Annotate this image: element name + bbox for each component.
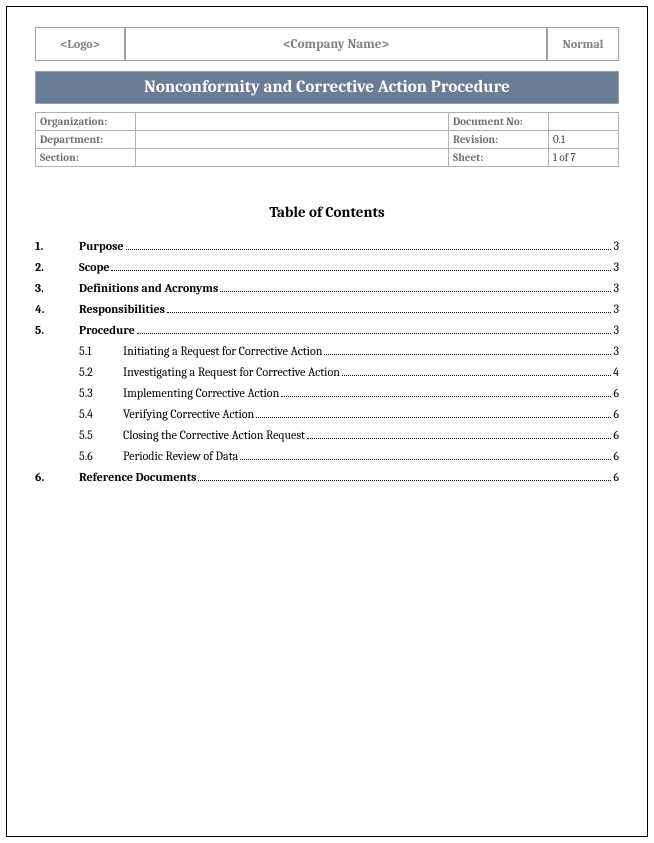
toc-label: Periodic Review of Data <box>123 449 238 463</box>
toc-leader <box>324 354 611 355</box>
meta-row: Department: Revision:0.1 <box>36 131 619 149</box>
template-label: Normal <box>547 27 619 61</box>
toc-page: 6 <box>613 449 619 463</box>
toc-page: 6 <box>613 407 619 421</box>
meta-label: Sheet: <box>449 149 549 167</box>
document-title: Nonconformity and Corrective Action Proc… <box>35 71 619 104</box>
toc-leader <box>137 333 612 334</box>
table-of-contents: 1.Purpose32.Scope33.Definitions and Acro… <box>35 239 619 484</box>
toc-leader <box>256 417 611 418</box>
toc-label: Implementing Corrective Action <box>123 386 279 400</box>
toc-number: 5.5 <box>35 428 123 442</box>
toc-leader <box>281 396 611 397</box>
toc-entry: 1.Purpose 3 <box>35 239 619 253</box>
toc-page: 3 <box>613 302 619 316</box>
meta-row: Organization: Document No: <box>36 113 619 131</box>
toc-leader <box>198 480 611 481</box>
toc-page: 4 <box>613 365 619 379</box>
meta-value: 1 of 7 <box>549 149 619 167</box>
toc-label: Closing the Corrective Action Request <box>123 428 305 442</box>
meta-value <box>136 149 449 167</box>
toc-label: Investigating a Request for Corrective A… <box>123 365 340 379</box>
toc-leader <box>126 249 612 250</box>
meta-value <box>136 113 449 131</box>
meta-table: Organization: Document No: Department: Revi… <box>35 112 619 167</box>
toc-subentry: 5.3Implementing Corrective Action 6 <box>35 386 619 400</box>
toc-subentry: 5.1Initiating a Request for Corrective A… <box>35 344 619 358</box>
toc-label: Procedure <box>79 323 135 337</box>
toc-subentry: 5.4Verifying Corrective Action 6 <box>35 407 619 421</box>
logo-placeholder: <Logo> <box>35 27 125 61</box>
toc-page: 3 <box>613 260 619 274</box>
meta-row: Section: Sheet:1 of 7 <box>36 149 619 167</box>
meta-label: Document No: <box>449 113 549 131</box>
meta-value <box>136 131 449 149</box>
toc-entry: 2.Scope 3 <box>35 260 619 274</box>
meta-label: Organization: <box>36 113 136 131</box>
toc-number: 4. <box>35 302 79 316</box>
toc-number: 5.2 <box>35 365 123 379</box>
toc-leader <box>220 291 611 292</box>
toc-leader <box>167 312 611 313</box>
toc-leader <box>111 270 611 271</box>
toc-number: 6. <box>35 470 79 484</box>
toc-subentry: 5.6Periodic Review of Data 6 <box>35 449 619 463</box>
toc-label: Definitions and Acronyms <box>79 281 218 295</box>
toc-page: 3 <box>613 281 619 295</box>
meta-label: Section: <box>36 149 136 167</box>
meta-value: 0.1 <box>549 131 619 149</box>
toc-page: 3 <box>613 344 619 358</box>
toc-label: Initiating a Request for Corrective Acti… <box>123 344 322 358</box>
toc-entry: 6.Reference Documents 6 <box>35 470 619 484</box>
toc-subentry: 5.5Closing the Corrective Action Request… <box>35 428 619 442</box>
toc-label: Responsibilities <box>79 302 165 316</box>
toc-leader <box>240 459 611 460</box>
document-header: <Logo> <Company Name> Normal <box>35 27 619 61</box>
toc-subentry: 5.2Investigating a Request for Correctiv… <box>35 365 619 379</box>
toc-entry: 5.Procedure 3 <box>35 323 619 337</box>
toc-page: 6 <box>613 428 619 442</box>
meta-label: Department: <box>36 131 136 149</box>
meta-label: Revision: <box>449 131 549 149</box>
toc-leader <box>307 438 611 439</box>
toc-number: 5.4 <box>35 407 123 421</box>
document-page: <Logo> <Company Name> Normal Nonconformi… <box>6 6 648 837</box>
meta-value <box>549 113 619 131</box>
toc-number: 2. <box>35 260 79 274</box>
toc-leader <box>342 375 611 376</box>
toc-number: 5.1 <box>35 344 123 358</box>
company-name-placeholder: <Company Name> <box>125 27 547 61</box>
toc-number: 1. <box>35 239 79 253</box>
toc-entry: 4.Responsibilities 3 <box>35 302 619 316</box>
toc-number: 5.3 <box>35 386 123 400</box>
toc-number: 5. <box>35 323 79 337</box>
toc-page: 6 <box>613 386 619 400</box>
toc-label: Scope <box>79 260 109 274</box>
toc-label: Reference Documents <box>79 470 196 484</box>
toc-number: 3. <box>35 281 79 295</box>
toc-entry: 3.Definitions and Acronyms 3 <box>35 281 619 295</box>
toc-label: Purpose <box>79 239 124 253</box>
toc-label: Verifying Corrective Action <box>123 407 254 421</box>
toc-page: 6 <box>613 470 619 484</box>
toc-heading: Table of Contents <box>35 203 619 221</box>
toc-page: 3 <box>613 323 619 337</box>
toc-number: 5.6 <box>35 449 123 463</box>
toc-page: 3 <box>613 239 619 253</box>
